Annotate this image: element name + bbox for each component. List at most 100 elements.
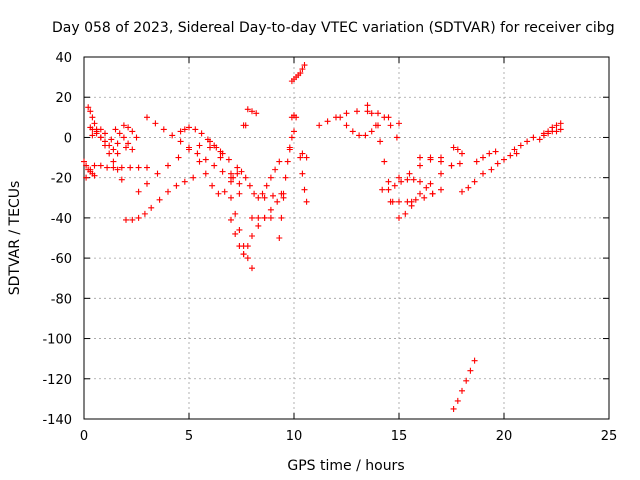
- data-point: [181, 178, 188, 185]
- series-s11: [135, 142, 243, 197]
- data-point: [337, 114, 344, 121]
- series-s17: [228, 216, 247, 258]
- data-point: [387, 122, 394, 129]
- data-point: [116, 130, 123, 137]
- data-point: [301, 62, 308, 69]
- data-point: [276, 158, 283, 165]
- data-point: [261, 214, 268, 221]
- data-point: [354, 108, 360, 115]
- data-point: [486, 150, 493, 157]
- series-s41: [511, 134, 537, 153]
- x-tick-label: 10: [286, 429, 303, 444]
- data-point: [217, 154, 224, 161]
- series-s37: [450, 144, 465, 157]
- data-point: [467, 367, 474, 374]
- data-point: [83, 174, 90, 181]
- data-point: [125, 140, 132, 147]
- data-point: [106, 142, 113, 149]
- series-s43: [540, 126, 564, 137]
- data-point: [102, 130, 108, 137]
- data-point: [181, 126, 188, 133]
- data-point: [429, 190, 436, 197]
- x-tick-label: 5: [185, 429, 193, 444]
- data-point: [135, 164, 142, 171]
- data-point: [144, 164, 150, 171]
- data-point: [175, 154, 182, 161]
- data-point: [244, 106, 251, 113]
- data-point: [473, 158, 480, 165]
- data-point: [297, 154, 304, 161]
- data-point: [228, 170, 234, 177]
- data-point: [173, 182, 180, 189]
- data-point: [133, 134, 140, 141]
- data-point: [377, 138, 384, 145]
- data-point: [83, 162, 90, 169]
- data-point: [480, 170, 486, 177]
- data-point: [438, 170, 444, 177]
- data-point: [368, 110, 375, 117]
- data-point: [480, 154, 486, 161]
- data-point: [261, 194, 268, 201]
- data-point: [280, 194, 287, 201]
- x-tick-label: 15: [391, 429, 408, 444]
- data-point: [267, 206, 274, 213]
- data-point: [412, 196, 419, 203]
- data-point: [251, 190, 258, 197]
- data-point: [102, 138, 108, 145]
- data-point: [186, 146, 192, 153]
- series-s21: [259, 158, 283, 197]
- data-point: [362, 132, 369, 139]
- data-point: [421, 194, 428, 201]
- data-point: [517, 142, 524, 149]
- data-point: [160, 126, 167, 133]
- data-point: [190, 174, 197, 181]
- data-point: [299, 170, 306, 177]
- data-point: [368, 128, 375, 135]
- data-point: [396, 214, 402, 221]
- data-point: [236, 190, 243, 197]
- x-tick-label: 0: [80, 429, 88, 444]
- data-point: [219, 150, 226, 157]
- data-point: [372, 122, 379, 129]
- data-point: [524, 138, 531, 145]
- data-point: [459, 150, 465, 157]
- data-point: [438, 158, 444, 165]
- data-point: [393, 134, 400, 141]
- data-points: [81, 62, 564, 412]
- series-s32: [379, 176, 436, 197]
- data-point: [97, 162, 104, 169]
- y-tick-label: 0: [64, 131, 72, 146]
- data-point: [110, 158, 117, 165]
- data-point: [144, 114, 150, 121]
- data-point: [427, 180, 434, 187]
- data-point: [438, 186, 444, 193]
- data-point: [410, 176, 417, 183]
- series-s27: [297, 154, 310, 205]
- data-point: [242, 174, 249, 181]
- data-point: [301, 186, 308, 193]
- x-tick-label: 20: [496, 429, 513, 444]
- y-tick-label: -20: [51, 172, 72, 187]
- data-point: [177, 138, 184, 145]
- data-point: [381, 114, 388, 121]
- data-point: [225, 156, 232, 163]
- series-s15: [230, 168, 285, 201]
- data-point: [230, 174, 237, 181]
- data-point: [379, 186, 386, 193]
- data-point: [463, 377, 470, 384]
- data-point: [114, 140, 121, 147]
- data-point: [381, 158, 388, 165]
- data-point: [255, 194, 262, 201]
- series-s10: [177, 124, 224, 155]
- data-point: [396, 198, 402, 205]
- data-point: [123, 144, 129, 151]
- series-s40: [488, 150, 520, 173]
- data-point: [398, 178, 405, 185]
- series-s13: [207, 138, 232, 163]
- data-point: [553, 128, 560, 135]
- data-point: [299, 150, 306, 157]
- data-point: [299, 66, 306, 73]
- series-s26: [297, 62, 308, 77]
- series-s6: [120, 122, 140, 141]
- data-point: [343, 122, 350, 129]
